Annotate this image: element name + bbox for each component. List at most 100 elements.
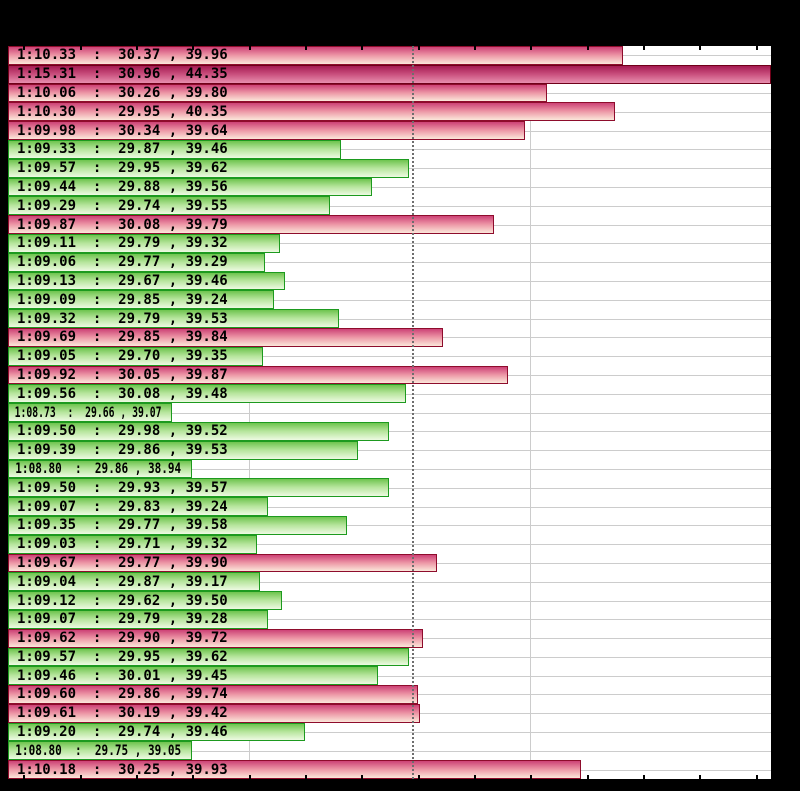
lap-label: 1:15.31 : 30.96 , 44.35: [17, 66, 228, 83]
lap-row: 1:09.12 : 29.62 , 39.50: [8, 591, 771, 610]
row-guideline: [8, 732, 771, 734]
lap-bar: 1:09.03 : 29.71 , 39.32: [8, 534, 257, 554]
x-tick: [192, 775, 195, 783]
lap-label: 1:09.69 : 29.85 , 39.84: [17, 329, 228, 346]
lap-row: 1:09.05 : 29.70 , 39.35: [8, 346, 771, 366]
lap-row: 1:09.13 : 29.67 , 39.46: [8, 271, 771, 291]
lap-bar: 1:09.46 : 30.01 , 39.45: [8, 666, 379, 686]
lap-bar: 1:09.62 : 29.90 , 39.72: [8, 628, 424, 648]
lap-row: 1:09.09 : 29.85 , 39.24: [8, 290, 771, 310]
lap-times-bar-chart: 1:10.33 : 30.37 , 39.96 1:15.31 : 30.96 …: [8, 42, 771, 783]
x-tick: [361, 42, 364, 50]
lap-bar: 1:09.87 : 30.08 , 39.79: [8, 215, 494, 234]
lap-row: 1:10.06 : 30.26 , 39.80: [8, 83, 771, 103]
x-tick: [23, 42, 26, 50]
lap-bar: 1:09.20 : 29.74 , 39.46: [8, 722, 305, 742]
x-tick: [135, 42, 138, 50]
lap-label: 1:09.11 : 29.79 , 39.32: [17, 235, 228, 252]
row-guideline: [8, 149, 771, 151]
x-gridline: [530, 46, 532, 779]
x-tick: [361, 775, 364, 783]
lap-row: 1:09.50 : 29.93 , 39.57: [8, 478, 771, 498]
lap-bar: 1:09.29 : 29.74 , 39.55: [8, 196, 331, 216]
lap-bar: 1:09.05 : 29.70 , 39.35: [8, 346, 263, 366]
lap-bar: 1:09.50 : 29.98 , 39.52: [8, 421, 390, 441]
average-line: [412, 46, 415, 779]
gridline-layer: [8, 46, 771, 779]
lap-bar: 1:09.04 : 29.87 , 39.17: [8, 572, 260, 592]
lap-label: 1:09.12 : 29.62 , 39.50: [17, 592, 228, 609]
row-guideline: [8, 675, 771, 677]
lap-label: 1:08.80 : 29.86 , 38.94: [15, 460, 182, 477]
lap-row: 1:09.20 : 29.74 , 39.46: [8, 722, 771, 742]
lap-bar: 1:09.35 : 29.77 , 39.58: [8, 515, 348, 535]
row-guideline: [8, 506, 771, 508]
lap-label: 1:09.92 : 30.05 , 39.87: [17, 366, 228, 383]
x-tick: [699, 775, 702, 783]
lap-row: 1:09.07 : 29.83 , 39.24: [8, 497, 771, 516]
lap-bar: 1:09.92 : 30.05 , 39.87: [8, 365, 508, 385]
lap-label: 1:09.98 : 30.34 , 39.64: [17, 122, 228, 139]
row-guideline: [8, 581, 771, 583]
row-guideline: [8, 205, 771, 207]
lap-label: 1:09.07 : 29.79 , 39.28: [17, 611, 228, 628]
lap-label: 1:09.57 : 29.95 , 39.62: [17, 160, 228, 177]
x-tick: [530, 775, 533, 783]
lap-label: 1:09.39 : 29.86 , 39.53: [17, 442, 228, 459]
lap-row: 1:09.62 : 29.90 , 39.72: [8, 628, 771, 648]
x-tick: [755, 42, 758, 50]
row-guideline: [8, 619, 771, 621]
x-tick: [23, 775, 26, 783]
lap-bar: 1:09.07 : 29.83 , 39.24: [8, 497, 269, 516]
lap-bar: 1:09.61 : 30.19 , 39.42: [8, 703, 421, 723]
row-guideline: [8, 280, 771, 282]
lap-bar: 1:08.80 : 29.86 , 38.94: [8, 459, 193, 479]
lap-label: 1:09.20 : 29.74 , 39.46: [17, 724, 228, 741]
row-guideline: [8, 431, 771, 433]
lap-bar: 1:09.69 : 29.85 , 39.84: [8, 327, 443, 347]
x-tick: [417, 42, 420, 50]
row-guideline: [8, 525, 771, 527]
lap-label: 1:09.05 : 29.70 , 39.35: [17, 348, 228, 365]
lap-row: 1:08.73 : 29.66 , 39.07: [8, 403, 771, 422]
x-tick: [473, 775, 476, 783]
lap-row: 1:09.32 : 29.79 , 39.53: [8, 309, 771, 328]
row-guideline: [8, 262, 771, 264]
x-axis-ticks: [8, 42, 771, 783]
x-tick: [642, 42, 645, 50]
x-gridline: [248, 46, 250, 779]
lap-row: 1:09.67 : 29.77 , 39.90: [8, 553, 771, 573]
lap-row: 1:09.57 : 29.95 , 39.62: [8, 647, 771, 667]
lap-label: 1:09.07 : 29.83 , 39.24: [17, 498, 228, 515]
lap-bar: 1:09.98 : 30.34 , 39.64: [8, 121, 525, 140]
lap-label: 1:09.06 : 29.77 , 39.29: [17, 254, 228, 271]
lap-label: 1:09.29 : 29.74 , 39.55: [17, 197, 228, 214]
x-tick: [192, 42, 195, 50]
lap-bar: 1:09.33 : 29.87 , 39.46: [8, 139, 342, 159]
x-tick: [586, 42, 589, 50]
lap-bar: 1:09.06 : 29.77 , 39.29: [8, 252, 266, 272]
lap-label: 1:09.50 : 29.98 , 39.52: [17, 423, 228, 440]
lap-bar: 1:10.18 : 30.25 , 39.93: [8, 760, 581, 780]
lap-row: 1:10.33 : 30.37 , 39.96: [8, 46, 771, 65]
lap-label: 1:09.87 : 30.08 , 39.79: [17, 216, 228, 233]
lap-label: 1:09.50 : 29.93 , 39.57: [17, 479, 228, 496]
lap-bar: 1:10.06 : 30.26 , 39.80: [8, 83, 548, 103]
lap-label: 1:09.13 : 29.67 , 39.46: [17, 272, 228, 289]
lap-rows: 1:10.33 : 30.37 , 39.96 1:15.31 : 30.96 …: [8, 46, 771, 780]
lap-row: 1:09.33 : 29.87 , 39.46: [8, 139, 771, 159]
lap-row: 1:09.07 : 29.79 , 39.28: [8, 609, 771, 629]
lap-bar: 1:09.50 : 29.93 , 39.57: [8, 478, 390, 498]
row-guideline: [8, 600, 771, 602]
x-tick: [248, 775, 251, 783]
x-tick: [586, 775, 589, 783]
lap-label: 1:09.32 : 29.79 , 39.53: [17, 310, 228, 327]
x-tick: [530, 42, 533, 50]
lap-row: 1:09.44 : 29.88 , 39.56: [8, 177, 771, 197]
lap-bar: 1:09.09 : 29.85 , 39.24: [8, 290, 274, 310]
lap-row: 1:09.92 : 30.05 , 39.87: [8, 365, 771, 385]
lap-bar: 1:10.33 : 30.37 , 39.96: [8, 46, 624, 65]
lap-label: 1:10.06 : 30.26 , 39.80: [17, 84, 228, 101]
lap-row: 1:09.57 : 29.95 , 39.62: [8, 158, 771, 178]
lap-bar: 1:08.80 : 29.75 , 39.05: [8, 741, 193, 761]
